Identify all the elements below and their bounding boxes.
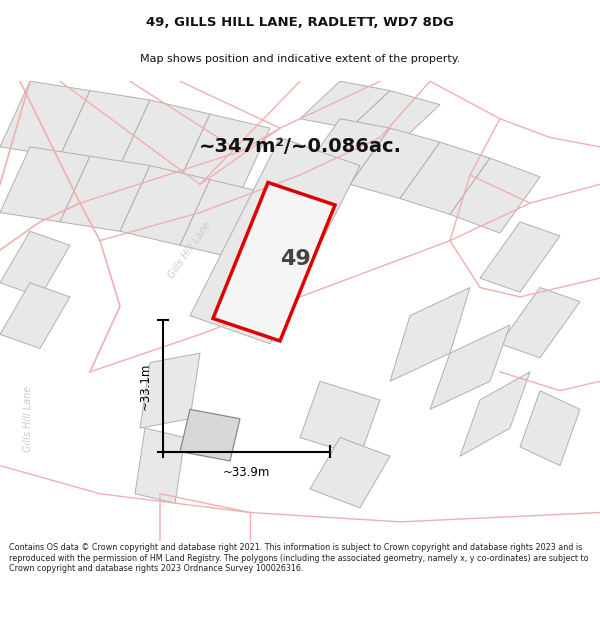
Text: Map shows position and indicative extent of the property.: Map shows position and indicative extent… bbox=[140, 54, 460, 64]
Polygon shape bbox=[120, 100, 210, 179]
Text: ~33.9m: ~33.9m bbox=[223, 466, 270, 479]
Text: 49, GILLS HILL LANE, RADLETT, WD7 8DG: 49, GILLS HILL LANE, RADLETT, WD7 8DG bbox=[146, 16, 454, 29]
Polygon shape bbox=[0, 282, 70, 349]
Polygon shape bbox=[180, 409, 240, 461]
Polygon shape bbox=[480, 222, 560, 292]
Text: ~33.1m: ~33.1m bbox=[139, 362, 151, 409]
Polygon shape bbox=[390, 288, 470, 381]
Text: Gills Hill Lane: Gills Hill Lane bbox=[23, 386, 33, 452]
Polygon shape bbox=[190, 138, 360, 344]
Polygon shape bbox=[0, 231, 70, 297]
Polygon shape bbox=[430, 325, 510, 409]
Polygon shape bbox=[60, 91, 150, 166]
Polygon shape bbox=[213, 182, 335, 341]
Polygon shape bbox=[300, 381, 380, 456]
Polygon shape bbox=[300, 119, 390, 184]
Polygon shape bbox=[450, 158, 540, 233]
Text: Gills Hill Lane: Gills Hill Lane bbox=[167, 220, 213, 280]
Polygon shape bbox=[350, 91, 440, 142]
Polygon shape bbox=[460, 372, 530, 456]
Polygon shape bbox=[120, 166, 210, 245]
Polygon shape bbox=[180, 114, 270, 194]
Polygon shape bbox=[180, 179, 270, 259]
Polygon shape bbox=[300, 81, 390, 128]
Text: Contains OS data © Crown copyright and database right 2021. This information is : Contains OS data © Crown copyright and d… bbox=[9, 543, 589, 573]
Text: 49: 49 bbox=[280, 249, 310, 269]
Text: ~347m²/~0.086ac.: ~347m²/~0.086ac. bbox=[199, 138, 401, 156]
Polygon shape bbox=[0, 81, 90, 156]
Polygon shape bbox=[0, 147, 90, 222]
Polygon shape bbox=[500, 288, 580, 357]
Polygon shape bbox=[60, 156, 150, 231]
Polygon shape bbox=[140, 353, 200, 428]
Polygon shape bbox=[135, 428, 185, 503]
Polygon shape bbox=[400, 142, 490, 214]
Polygon shape bbox=[350, 128, 440, 198]
Polygon shape bbox=[520, 391, 580, 466]
Polygon shape bbox=[310, 438, 390, 508]
